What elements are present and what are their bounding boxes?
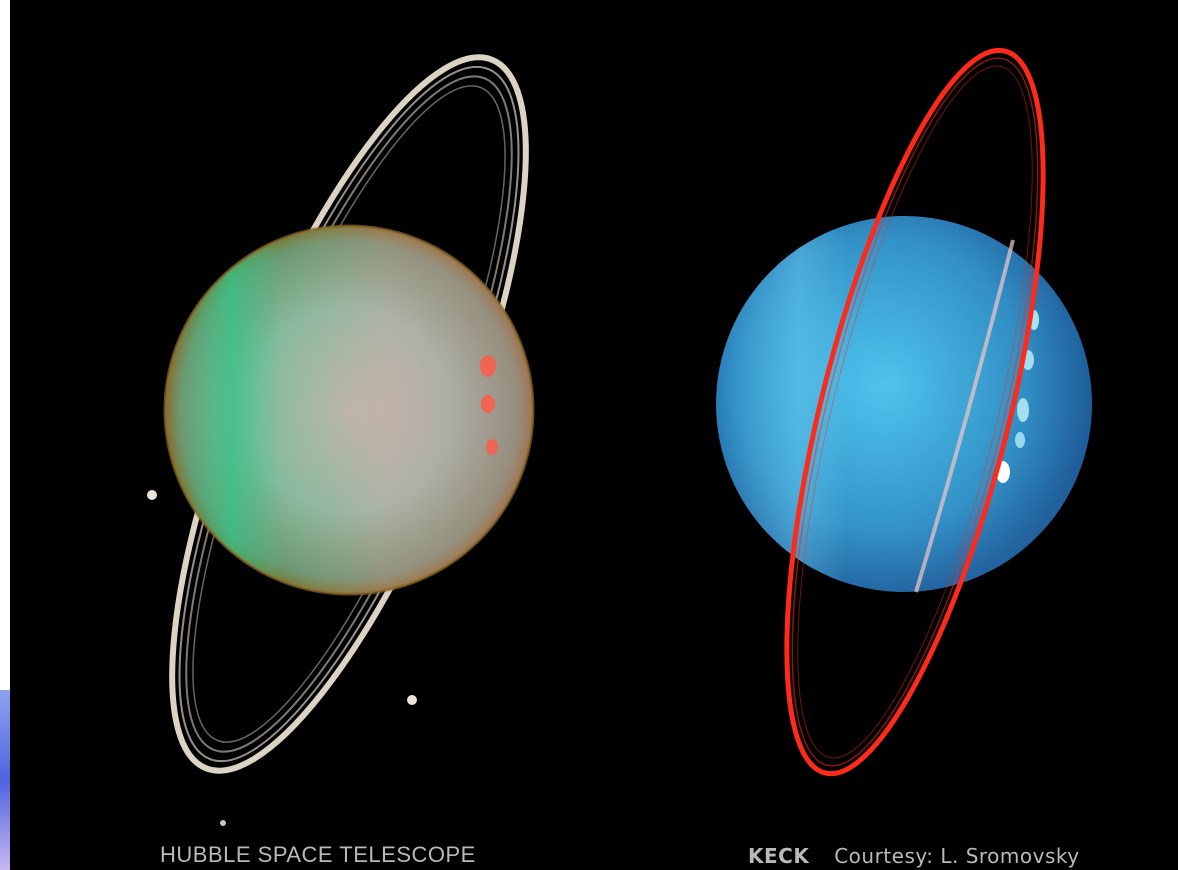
slide-edge-strip [0, 690, 10, 870]
keck-rings [784, 47, 1046, 777]
moon [407, 695, 417, 705]
keck-panel [716, 47, 1092, 777]
keck-caption: KECK Courtesy: L. Sromovsky [748, 844, 1080, 868]
uranus-comparison-image: HUBBLE SPACE TELESCOPE KECK Courtesy: L.… [10, 0, 1178, 870]
moon [220, 820, 226, 826]
hubble-caption: HUBBLE SPACE TELESCOPE [160, 842, 476, 867]
image-credit: Courtesy: L. Sromovsky [834, 844, 1080, 868]
hubble-panel [147, 54, 535, 826]
moon [147, 490, 157, 500]
keck-label: KECK [748, 844, 810, 868]
hubble-storm-spots [480, 355, 498, 455]
